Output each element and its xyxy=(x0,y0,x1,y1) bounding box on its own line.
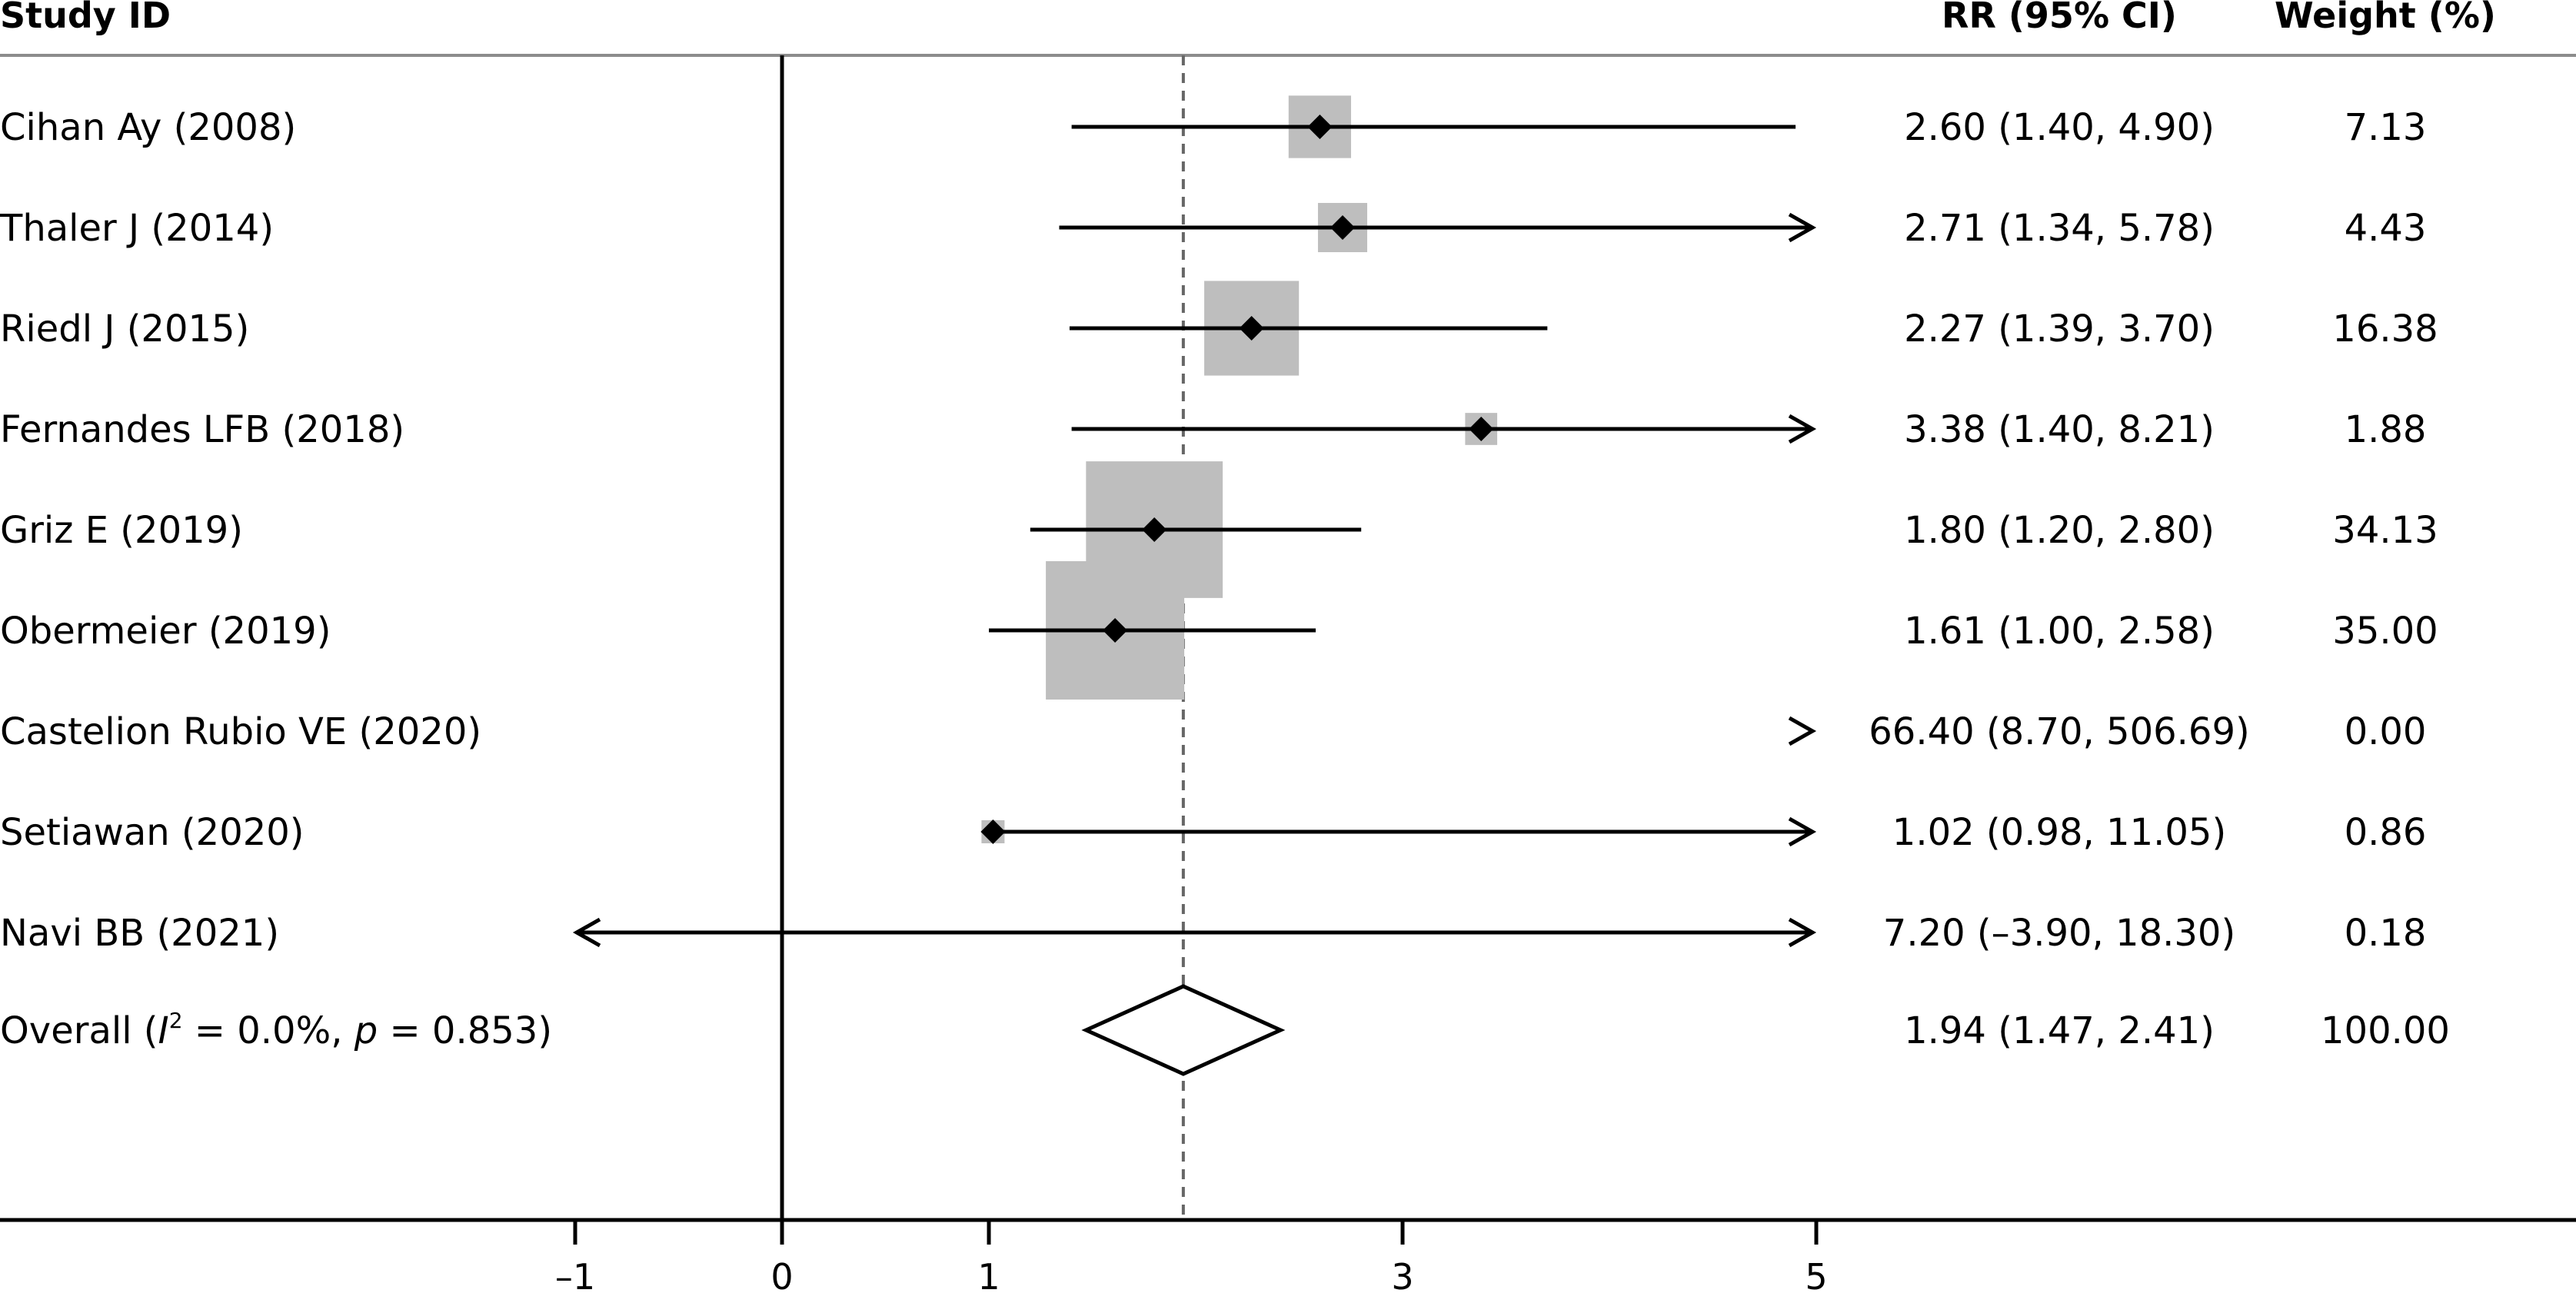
study-label: Navi BB (2021) xyxy=(0,912,279,955)
study-ci-text: 1.61 (1.00, 2.58) xyxy=(1904,610,2215,653)
overall-p-symbol: p xyxy=(354,1009,378,1052)
study-weight-text: 4.43 xyxy=(2345,207,2427,250)
study-label: Castelion Rubio VE (2020) xyxy=(0,710,481,753)
study-point-estimate xyxy=(1330,215,1355,240)
study-ci-text: 7.20 (–3.90, 18.30) xyxy=(1883,912,2235,955)
study-label: Fernandes LFB (2018) xyxy=(0,408,404,451)
x-tick-label: 3 xyxy=(1391,1256,1413,1298)
study-label: Griz E (2019) xyxy=(0,509,243,552)
ci-offscale-arrow xyxy=(1788,716,1817,746)
overall-i2-value: = 0.0%, xyxy=(183,1009,354,1052)
study-weight-text: 34.13 xyxy=(2332,509,2438,552)
study-ci-text: 1.02 (0.98, 11.05) xyxy=(1892,811,2226,854)
study-weight-text: 0.86 xyxy=(2345,811,2427,854)
study-label: Obermeier (2019) xyxy=(0,610,331,653)
study-weight-text: 35.00 xyxy=(2332,610,2438,653)
overall-diamond xyxy=(1081,984,1286,1076)
overall-i2-symbol: I xyxy=(158,1009,169,1052)
overall-p-value: = 0.853) xyxy=(378,1009,552,1052)
study-weight-text: 0.00 xyxy=(2345,710,2427,753)
overall-ci-text: 1.94 (1.47, 2.41) xyxy=(1904,1009,2215,1052)
overall-i2-sup: 2 xyxy=(169,1008,183,1033)
study-ci-text: 1.80 (1.20, 2.80) xyxy=(1904,509,2215,552)
ci-arrow-right xyxy=(1788,414,1817,444)
study-id-header: Study ID xyxy=(0,0,171,36)
study-point-estimate xyxy=(980,819,1006,844)
study-label: Thaler J (2014) xyxy=(0,207,274,250)
study-point-estimate xyxy=(1307,115,1333,139)
overall-prefix: Overall ( xyxy=(0,1009,158,1052)
study-ci-text: 3.38 (1.40, 8.21) xyxy=(1904,408,2215,451)
study-point-estimate xyxy=(1142,517,1167,542)
ci-arrow-right xyxy=(1788,917,1817,948)
study-point-estimate xyxy=(1469,417,1494,441)
chart-marks: –1 0 1 3 5 Cihan Ay (2008) 2.60 (1.40, 4.90) 7.… xyxy=(0,55,2576,1298)
study-ci-text: 2.60 (1.40, 4.90) xyxy=(1904,106,2215,149)
study-label: Cihan Ay (2008) xyxy=(0,106,296,149)
study-weight-text: 1.88 xyxy=(2345,408,2427,451)
x-tick-label: 1 xyxy=(977,1256,1000,1298)
ci-arrow-right xyxy=(1788,212,1817,243)
overall-label: Overall (I2 = 0.0%, p = 0.853) xyxy=(0,1008,552,1052)
ci-arrow-left xyxy=(572,917,601,948)
study-label: Riedl J (2015) xyxy=(0,307,249,351)
study-weight-text: 7.13 xyxy=(2345,106,2427,149)
study-point-estimate xyxy=(1103,618,1128,643)
study-ci-text: 2.27 (1.39, 3.70) xyxy=(1904,307,2215,351)
study-point-estimate xyxy=(1239,316,1264,341)
x-tick-label: –1 xyxy=(555,1256,595,1298)
ci-arrow-right xyxy=(1788,816,1817,847)
rr-ci-header: RR (95% CI) xyxy=(1942,0,2177,36)
study-ci-text: 66.40 (8.70, 506.69) xyxy=(1869,710,2249,753)
study-ci-text: 2.71 (1.34, 5.78) xyxy=(1904,207,2215,250)
x-tick-label: 0 xyxy=(770,1256,793,1298)
study-weight-text: 0.18 xyxy=(2345,912,2427,955)
study-weight-text: 16.38 xyxy=(2332,307,2438,351)
study-label: Setiawan (2020) xyxy=(0,811,305,854)
overall-weight-text: 100.00 xyxy=(2321,1009,2450,1052)
weight-header: Weight (%) xyxy=(2275,0,2496,36)
x-tick-label: 5 xyxy=(1805,1256,1827,1298)
